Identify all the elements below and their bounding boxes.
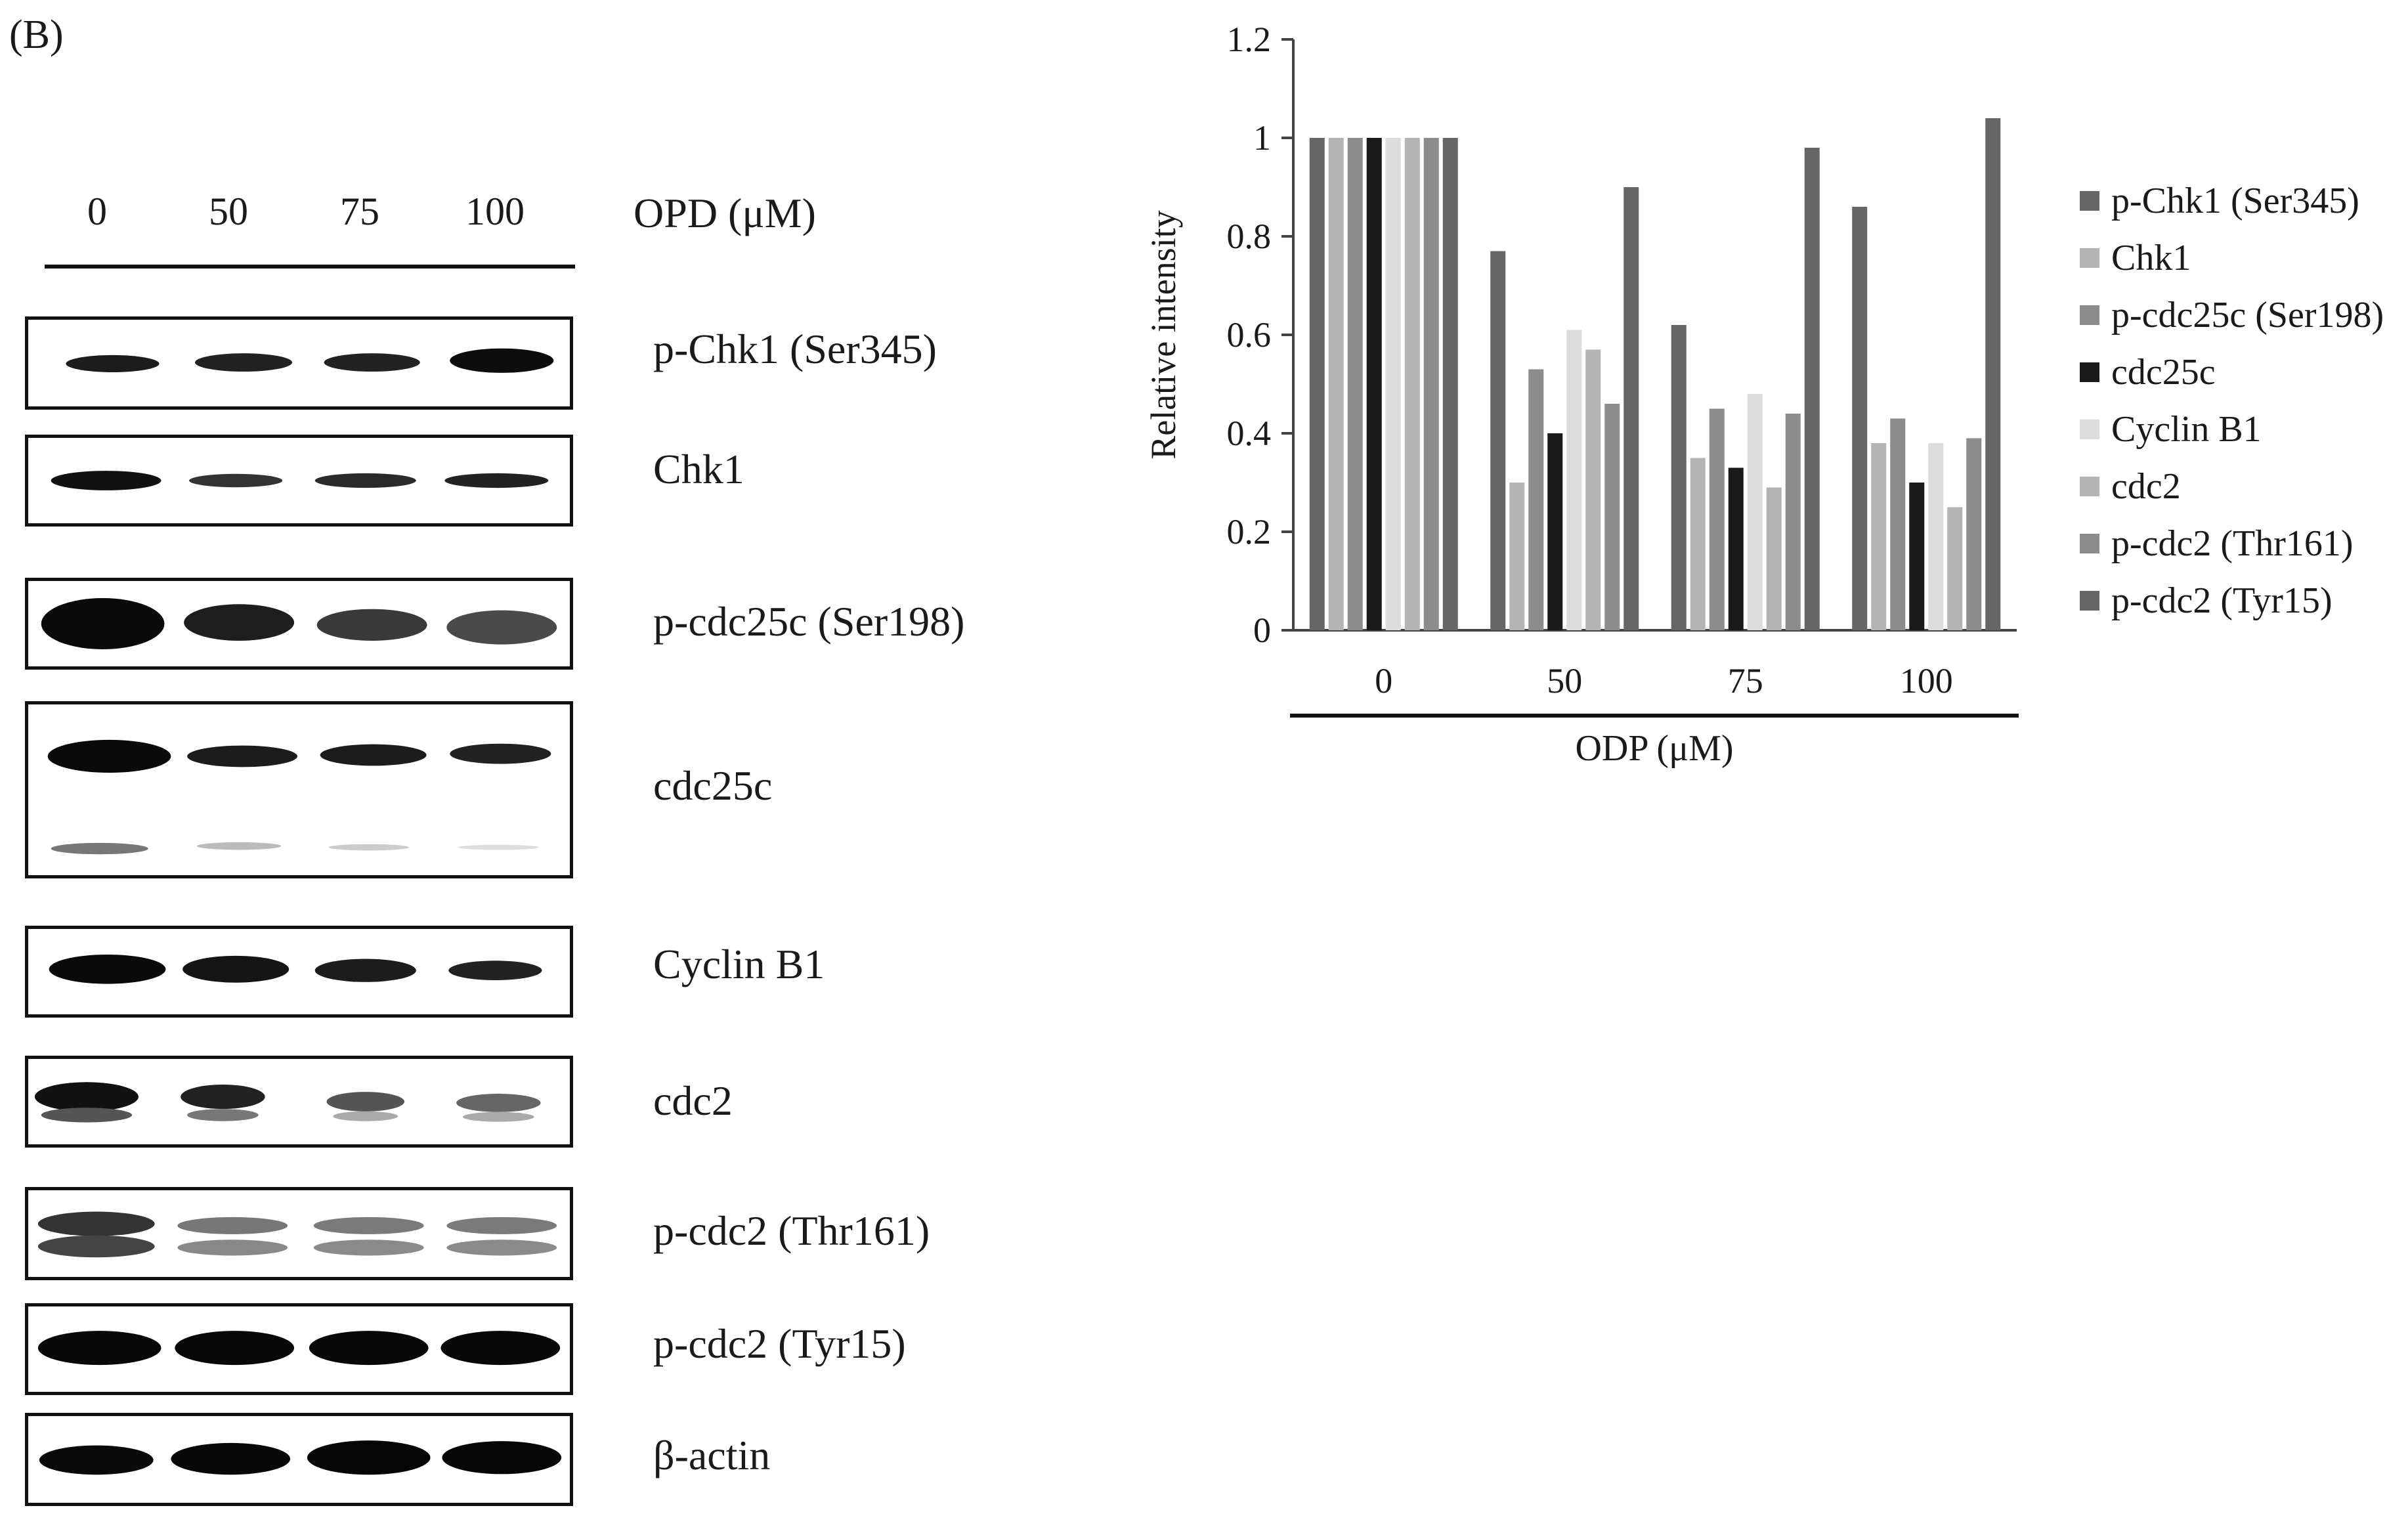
blot-label-beta-actin: β-actin	[653, 1432, 771, 1478]
bar-3-6	[1966, 438, 1982, 630]
bar-0-1	[1328, 138, 1344, 630]
bar-0-2	[1347, 138, 1363, 630]
y-tick-label-6: 1.2	[1227, 20, 1272, 59]
y-tick-label-3: 0.6	[1227, 315, 1272, 355]
bar-0-4	[1385, 138, 1401, 630]
bar-0-3	[1366, 138, 1382, 630]
legend-label: Cyclin B1	[2111, 408, 2262, 450]
legend-item-1: Chk1	[2080, 229, 2384, 286]
legend-label: p-cdc2 (Tyr15)	[2111, 580, 2333, 621]
blot-label-chk1: Chk1	[653, 446, 744, 492]
legend-item-3: cdc25c	[2080, 343, 2384, 400]
bar-1-6	[1604, 404, 1620, 630]
bar-0-0	[1309, 138, 1325, 630]
x-tick-label-75: 75	[1728, 661, 1763, 701]
blot-strip-chk1	[25, 435, 573, 527]
blot-label-cdc25c: cdc25c	[653, 762, 773, 809]
bar-1-5	[1585, 349, 1601, 630]
bar-2-7	[1804, 148, 1820, 630]
legend-label: p-Chk1 (Ser345)	[2111, 180, 2359, 221]
y-tick-label-5: 1	[1253, 118, 1271, 158]
blot-label-p-chk1: p-Chk1 (Ser345)	[653, 326, 937, 372]
x-tick-label-50: 50	[1547, 661, 1582, 701]
blot-strip-cdc25c	[25, 701, 573, 878]
bar-0-7	[1442, 138, 1458, 630]
lane-rule	[45, 265, 575, 269]
bar-3-7	[1985, 118, 2001, 630]
y-tick-label-0: 0	[1253, 611, 1271, 650]
bar-1-3	[1547, 433, 1563, 630]
bar-2-4	[1747, 394, 1763, 630]
blot-label-cyclin-b1: Cyclin B1	[653, 941, 825, 987]
blot-strip-cdc2	[25, 1056, 573, 1148]
bar-2-2	[1709, 408, 1725, 630]
y-tick-label-4: 0.8	[1227, 217, 1272, 256]
x-tick-label-0: 0	[1375, 661, 1392, 701]
blot-strip-beta-actin	[25, 1413, 573, 1506]
y-tick-label-2: 0.4	[1227, 414, 1272, 453]
legend-swatch	[2080, 190, 2099, 211]
legend: p-Chk1 (Ser345) Chk1 p-cdc25c (Ser198) cdc2…	[2080, 172, 2384, 629]
bar-3-1	[1871, 443, 1887, 630]
legend-label: Chk1	[2111, 237, 2191, 278]
blot-strip-p-cdc2-tyr15	[25, 1303, 573, 1395]
x-tick-label-100: 100	[1900, 661, 1953, 701]
legend-label: p-cdc2 (Thr161)	[2111, 523, 2354, 564]
blot-strip-p-cdc2-thr161	[25, 1187, 573, 1280]
lane-label-50: 50	[209, 190, 248, 233]
legend-swatch	[2080, 419, 2099, 439]
legend-item-2: p-cdc25c (Ser198)	[2080, 286, 2384, 343]
legend-label: cdc25c	[2111, 351, 2216, 393]
legend-item-6: p-cdc2 (Thr161)	[2080, 515, 2384, 572]
legend-label: cdc2	[2111, 465, 2181, 507]
legend-swatch	[2080, 248, 2099, 268]
legend-swatch	[2080, 476, 2099, 496]
lane-label-75: 75	[340, 190, 379, 233]
bar-3-0	[1852, 207, 1868, 630]
blot-strip-p-chk1	[25, 316, 573, 410]
legend-item-5: cdc2	[2080, 458, 2384, 515]
lane-label-100: 100	[465, 190, 525, 233]
bar-3-5	[1947, 507, 1963, 630]
y-axis-title: Relative intensity	[1144, 210, 1183, 459]
blot-label-p-cdc2-tyr15: p-cdc2 (Tyr15)	[653, 1320, 906, 1367]
bar-0-6	[1423, 138, 1439, 630]
bar-1-2	[1528, 369, 1544, 630]
bar-2-0	[1671, 325, 1687, 630]
bar-3-2	[1890, 418, 1906, 630]
blot-label-p-cdc2-thr161: p-cdc2 (Thr161)	[653, 1207, 930, 1254]
lane-label-0: 0	[87, 190, 107, 233]
concentration-label: OPD (μM)	[634, 190, 816, 236]
bar-1-4	[1566, 330, 1582, 630]
legend-label: p-cdc25c (Ser198)	[2111, 294, 2384, 335]
bar-2-3	[1728, 467, 1744, 630]
x-axis-title: ODP (μM)	[1575, 728, 1733, 769]
blot-strip-cyclin-b1	[25, 926, 573, 1018]
legend-swatch	[2080, 305, 2099, 325]
bar-chart: 0 0.2 0.4 0.6 0.8 1 1.2 Relative intensity 0 50 75…	[1144, 20, 2019, 769]
blot-label-cdc2: cdc2	[653, 1077, 733, 1124]
blot-label-p-cdc25c: p-cdc25c (Ser198)	[653, 598, 965, 645]
bar-2-5	[1766, 487, 1782, 630]
y-tick-label-1: 0.2	[1227, 512, 1272, 551]
bar-3-3	[1909, 483, 1925, 630]
bar-1-1	[1509, 483, 1525, 630]
legend-swatch	[2080, 533, 2099, 553]
panel-label: (B)	[9, 12, 64, 57]
blot-strip-p-cdc25c	[25, 578, 573, 670]
legend-swatch	[2080, 362, 2099, 382]
legend-swatch	[2080, 590, 2099, 611]
bar-0-5	[1404, 138, 1420, 630]
bar-2-1	[1690, 458, 1706, 630]
bar-1-0	[1490, 251, 1506, 630]
legend-item-7: p-cdc2 (Tyr15)	[2080, 572, 2384, 629]
bar-3-4	[1928, 443, 1944, 630]
legend-item-0: p-Chk1 (Ser345)	[2080, 172, 2384, 229]
legend-item-4: Cyclin B1	[2080, 400, 2384, 458]
bar-2-6	[1785, 414, 1801, 630]
bar-1-7	[1623, 187, 1639, 630]
